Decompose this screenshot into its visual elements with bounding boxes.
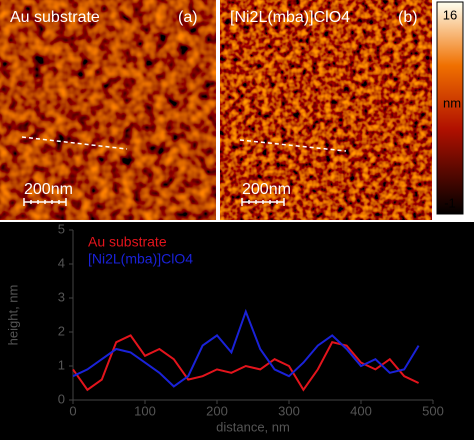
colorbar <box>436 1 464 215</box>
x-tick-label: 500 <box>422 403 444 418</box>
series-line <box>72 334 420 392</box>
colorbar-min: -1 <box>444 195 456 210</box>
panel-tag: (b) <box>398 9 418 26</box>
scale-bar-label: 200nm <box>24 181 73 198</box>
chart: 0 1 2 3 4 5 0 100 200 300 400 500 distance, nm height… <box>5 221 443 434</box>
legend-label: Au substrate <box>88 234 167 250</box>
chart-background <box>0 222 474 440</box>
scale-bar <box>23 198 67 206</box>
colorbar-unit: nm <box>443 95 461 110</box>
x-tick-label: 100 <box>134 403 156 418</box>
afm-image-b <box>220 0 432 220</box>
y-tick-label: 1 <box>58 357 65 372</box>
afm-image-a <box>0 0 216 220</box>
x-tick-label: 300 <box>278 403 300 418</box>
y-tick-label: 5 <box>58 221 65 236</box>
y-tick-label: 3 <box>58 289 65 304</box>
scale-bar <box>241 198 285 206</box>
profile-line-b <box>239 139 347 152</box>
panel-label: Au substrate <box>10 9 100 26</box>
scale-bar-label: 200nm <box>242 181 291 198</box>
series-line <box>72 308 420 388</box>
panel-tag: (a) <box>178 9 198 26</box>
y-tick-label: 4 <box>58 255 65 270</box>
colorbar-max: 16 <box>443 7 457 22</box>
x-tick-label: 0 <box>69 403 76 418</box>
panel-label: [Ni2L(mba)]ClO4 <box>230 9 350 26</box>
x-axis-label: distance, nm <box>216 419 290 434</box>
profile-line-a <box>21 136 128 150</box>
y-axis-label: height, nm <box>5 285 20 346</box>
legend-label: [Ni2L(mba)]ClO4 <box>88 251 193 267</box>
x-tick-label: 200 <box>206 403 228 418</box>
y-tick-label: 2 <box>58 323 65 338</box>
x-tick-label: 400 <box>350 403 372 418</box>
y-tick-label: 0 <box>58 391 65 406</box>
